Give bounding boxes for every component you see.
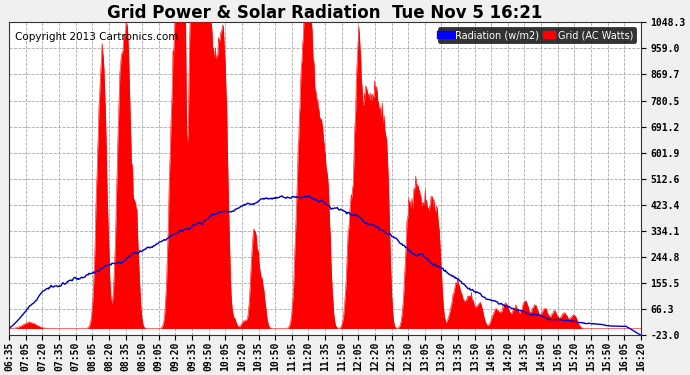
Legend: Radiation (w/m2), Grid (AC Watts): Radiation (w/m2), Grid (AC Watts) — [437, 27, 636, 43]
Text: Copyright 2013 Cartronics.com: Copyright 2013 Cartronics.com — [15, 32, 179, 42]
Title: Grid Power & Solar Radiation  Tue Nov 5 16:21: Grid Power & Solar Radiation Tue Nov 5 1… — [108, 4, 543, 22]
